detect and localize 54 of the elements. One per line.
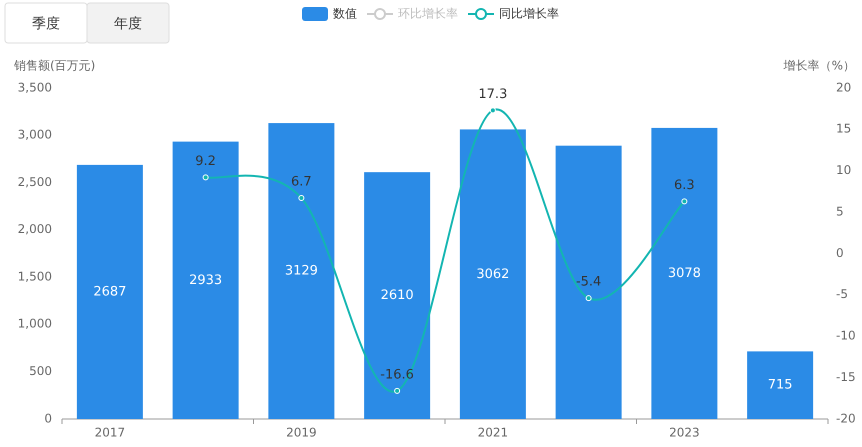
y2-tick-label: 15 [836,122,852,136]
bar [460,129,526,419]
bar [651,128,718,419]
y-tick-label: 3,000 [18,128,52,142]
y-tick-label: 3,500 [18,80,52,94]
text: 季度 [32,16,60,32]
data-label: 715 [768,378,793,393]
y2-tick-label: -20 [836,411,856,426]
y2-tick-label: -15 [836,370,856,384]
bar [556,146,622,419]
y-tick-label: 500 [29,364,52,378]
text: 年度 [114,16,142,32]
x-tick-label: 2023 [669,425,700,440]
y2-axis-title: 增长率（%） [782,58,855,72]
bar [172,142,239,419]
legend-label: 数值 [333,6,357,20]
bar [747,351,814,419]
data-label: 9.2 [195,154,216,169]
data-label: 2610 [380,288,414,304]
x-tick-label: 2017 [94,425,126,440]
bar [364,172,430,419]
y-tick-label: 2,500 [18,174,52,189]
y-tick-label: 1,000 [18,316,52,331]
y-tick-label: 2,000 [18,222,52,236]
data-label: 17.3 [478,86,508,102]
data-label: 6.3 [674,178,695,193]
data-label: 2933 [189,272,222,288]
y2-tick-label: -10 [836,328,856,343]
data-label: 3062 [476,266,510,282]
point [298,195,304,202]
data-label: 6.7 [291,174,312,190]
point [681,198,688,204]
y2-tick-label: 20 [836,80,852,94]
y-tick-label: 1,500 [18,269,52,284]
legend-label: 环比增长率 [398,6,458,20]
y-tick-label: 0 [44,411,52,426]
data-label: 2687 [93,284,126,300]
data-label: -5.4 [576,274,602,290]
point [202,174,209,180]
y-axis-title: 销售额(百万元) [13,58,96,72]
y2-tick-label: 10 [836,163,852,178]
x-tick-label: 2019 [286,425,317,440]
y2-tick-label: -5 [836,287,848,302]
point [394,388,400,394]
bar [76,164,143,419]
data-label: -16.6 [380,367,414,382]
y2-tick-label: 5 [836,204,844,218]
data-label: 3078 [668,266,701,282]
bar [268,123,334,419]
y2-tick-label: 0 [836,246,844,260]
x-tick-label: 2021 [478,425,508,440]
legend-label: 同比增长率 [499,6,559,20]
point [586,295,592,302]
data-label: 3129 [284,264,318,279]
